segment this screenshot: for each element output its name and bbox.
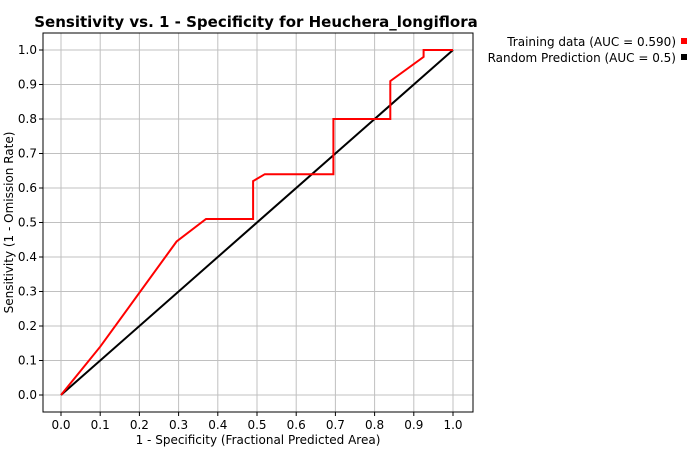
axis-ticks: 0.0 0.1 0.2 0.3 0.4 0.5 0.6 0.7 0.8 0.9 1.0 0.0 0.1 0… [18, 43, 463, 432]
series-line-0 [60, 49, 453, 396]
x-tick-label: 0.6 [287, 418, 306, 432]
y-tick-label: 0.4 [18, 250, 37, 264]
legend-entry-label: Training data (AUC = 0.590) [506, 35, 676, 49]
chart-title: Sensitivity vs. 1 - Specificity for Heuc… [34, 13, 478, 31]
y-tick-label: 0.8 [18, 112, 37, 126]
y-tick-label: 0.7 [18, 147, 37, 161]
x-tick-label: 1.0 [443, 418, 462, 432]
y-tick-label: 0.3 [18, 285, 37, 299]
x-tick-label: 0.4 [208, 418, 227, 432]
x-tick-label: 0.1 [91, 418, 110, 432]
y-tick-label: 0.9 [18, 78, 37, 92]
x-tick-label: 0.0 [51, 418, 70, 432]
legend: Training data (AUC = 0.590) Random Predic… [488, 35, 687, 65]
y-tick-label: 0.1 [18, 354, 37, 368]
x-tick-label: 0.7 [326, 418, 345, 432]
legend-swatch [681, 54, 687, 60]
x-tick-label: 0.8 [365, 418, 384, 432]
y-tick-label: 0.6 [18, 181, 37, 195]
legend-entry-label: Random Prediction (AUC = 0.5) [488, 51, 676, 65]
grid [43, 33, 473, 412]
x-tick-label: 0.3 [169, 418, 188, 432]
y-tick-label: 0.5 [18, 216, 37, 230]
y-axis-label: Sensitivity (1 - Omission Rate) [2, 132, 16, 314]
series-lines [60, 49, 454, 396]
y-tick-label: 0.2 [18, 319, 37, 333]
x-tick-label: 0.2 [130, 418, 149, 432]
x-tick-label: 0.9 [404, 418, 423, 432]
y-tick-label: 0.0 [18, 388, 37, 402]
x-tick-label: 0.5 [247, 418, 266, 432]
legend-swatch [681, 38, 687, 44]
y-tick-label: 1.0 [18, 43, 37, 57]
x-axis-label: 1 - Specificity (Fractional Predicted Ar… [136, 433, 381, 447]
series-line-1 [60, 49, 454, 396]
